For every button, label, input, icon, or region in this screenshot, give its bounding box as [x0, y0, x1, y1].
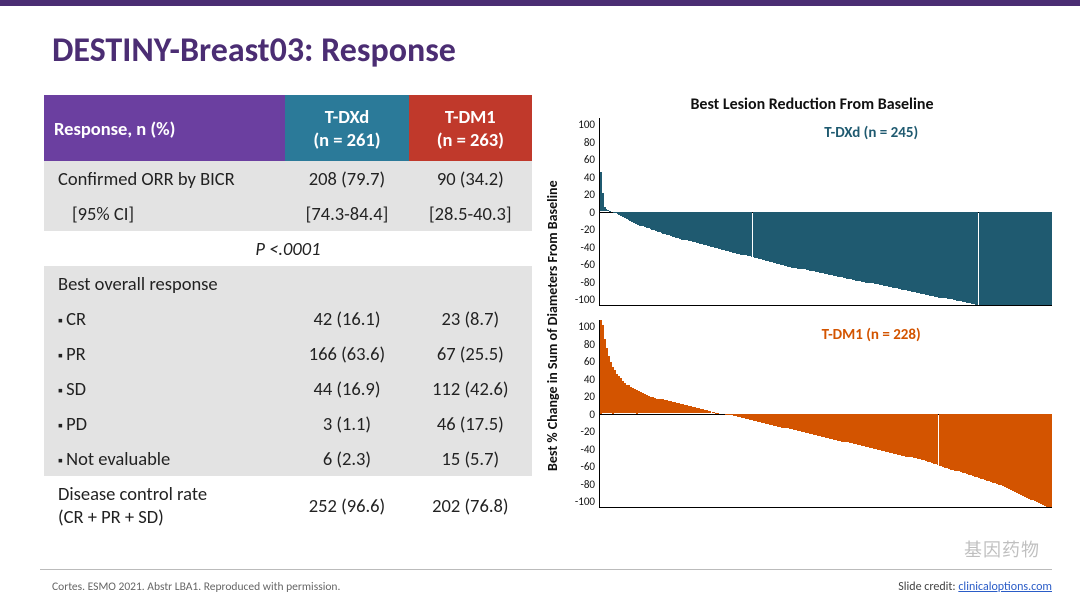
- waterfall-tdxd: 100 80 60 40 20 0 -20 -40 -60 -80 -100 T-DXd (n = 2…: [563, 118, 1052, 306]
- cell-tdxd: [74.3-84.4]: [285, 196, 408, 231]
- cell-tdxd: 3 (1.1): [285, 406, 408, 441]
- footnote: Cortes. ESMO 2021. Abstr LBA1. Reproduce…: [52, 580, 340, 594]
- panel-label: T-DM1 (n = 228): [822, 326, 921, 344]
- row-label: Not evaluable: [44, 441, 285, 476]
- content-area: Response, n (%)T-DXd(n = 261)T-DM1(n = 2…: [0, 71, 1080, 534]
- y-tick: -80: [580, 478, 595, 491]
- cell-tdxd: 6 (2.3): [285, 441, 408, 476]
- y-tick: -20: [580, 223, 595, 236]
- cell-tdxd: 166 (63.6): [285, 336, 408, 371]
- row-label: Confirmed ORR by BICR: [44, 161, 285, 196]
- cell-tdm1: 46 (17.5): [409, 406, 532, 441]
- watermark: 基因药物: [964, 536, 1040, 562]
- slide-credit: Slide credit: clinicaloptions.com: [898, 580, 1052, 594]
- y-tick: 80: [584, 338, 595, 351]
- y-tick: 40: [584, 373, 595, 386]
- table-row: [95% CI][74.3-84.4][28.5-40.3]: [44, 196, 532, 231]
- y-tick: 20: [584, 390, 595, 403]
- y-tick: 100: [578, 118, 595, 131]
- cell-tdxd: 42 (16.1): [285, 301, 408, 336]
- cell-tdm1: 23 (8.7): [409, 301, 532, 336]
- row-label: PD: [44, 406, 285, 441]
- row-label: SD: [44, 371, 285, 406]
- cell-tdm1: [409, 266, 532, 301]
- divider: [40, 569, 1052, 570]
- y-tick: -40: [580, 443, 595, 456]
- y-axis-label: Best % Change in Sum of Diameters From B…: [542, 118, 563, 534]
- waterfall-bar: [717, 413, 719, 414]
- table-row: CR42 (16.1)23 (8.7): [44, 301, 532, 336]
- cell-tdm1: 112 (42.6): [409, 371, 532, 406]
- table-row: Disease control rate(CR + PR + SD)252 (9…: [44, 476, 532, 534]
- y-tick: -60: [580, 460, 595, 473]
- table-row: SD44 (16.9)112 (42.6): [44, 371, 532, 406]
- y-tick: 60: [584, 153, 595, 166]
- waterfall-charts: Best Lesion Reduction From Baseline Best…: [542, 95, 1052, 534]
- y-tick: 0: [589, 206, 595, 219]
- table-row: Confirmed ORR by BICR208 (79.7)90 (34.2): [44, 161, 532, 196]
- cell-tdm1: [28.5-40.3]: [409, 196, 532, 231]
- cell-tdm1: 67 (25.5): [409, 336, 532, 371]
- y-tick: -100: [575, 293, 595, 306]
- waterfall-bar: [1050, 212, 1052, 306]
- table-row: Best overall response: [44, 266, 532, 301]
- y-tick: 0: [589, 408, 595, 421]
- cell-tdxd: 252 (96.6): [285, 476, 408, 534]
- waterfall-bar: [1050, 414, 1052, 508]
- y-tick: 40: [584, 171, 595, 184]
- cell-tdxd: 44 (16.9): [285, 371, 408, 406]
- cell-tdm1: 90 (34.2): [409, 161, 532, 196]
- y-tick: -60: [580, 258, 595, 271]
- row-label: Best overall response: [44, 266, 285, 301]
- table-header-tdxd: T-DXd(n = 261): [285, 95, 408, 161]
- row-label: PR: [44, 336, 285, 371]
- table-row: PR166 (63.6)67 (25.5): [44, 336, 532, 371]
- y-tick: 80: [584, 136, 595, 149]
- table-row: P <.0001: [44, 231, 532, 266]
- p-value: P <.0001: [44, 231, 532, 266]
- row-label: CR: [44, 301, 285, 336]
- y-tick: 100: [578, 320, 595, 333]
- y-tick: 60: [584, 355, 595, 368]
- cell-tdxd: 208 (79.7): [285, 161, 408, 196]
- credit-link[interactable]: clinicaloptions.com: [958, 580, 1052, 594]
- table-row: Not evaluable6 (2.3)15 (5.7): [44, 441, 532, 476]
- waterfall-bar: [609, 211, 611, 212]
- response-table: Response, n (%)T-DXd(n = 261)T-DM1(n = 2…: [44, 95, 532, 534]
- y-tick: -100: [575, 495, 595, 508]
- waterfall-tdm1: 100 80 60 40 20 0 -20 -40 -60 -80 -100 T-DM1 (n = 2…: [563, 320, 1052, 508]
- y-tick: -40: [580, 241, 595, 254]
- y-tick: 20: [584, 188, 595, 201]
- cell-tdm1: 15 (5.7): [409, 441, 532, 476]
- table-row: PD3 (1.1)46 (17.5): [44, 406, 532, 441]
- slide-title: DESTINY-Breast03: Response: [0, 6, 1080, 71]
- table-header-response: Response, n (%): [44, 95, 285, 161]
- cell-tdm1: 202 (76.8): [409, 476, 532, 534]
- row-label: Disease control rate(CR + PR + SD): [44, 476, 285, 534]
- y-tick: -20: [580, 425, 595, 438]
- table-header-tdm1: T-DM1(n = 263): [409, 95, 532, 161]
- chart-title: Best Lesion Reduction From Baseline: [542, 95, 1052, 114]
- y-tick: -80: [580, 276, 595, 289]
- cell-tdxd: [285, 266, 408, 301]
- panel-label: T-DXd (n = 245): [824, 124, 918, 142]
- row-label: [95% CI]: [44, 196, 285, 231]
